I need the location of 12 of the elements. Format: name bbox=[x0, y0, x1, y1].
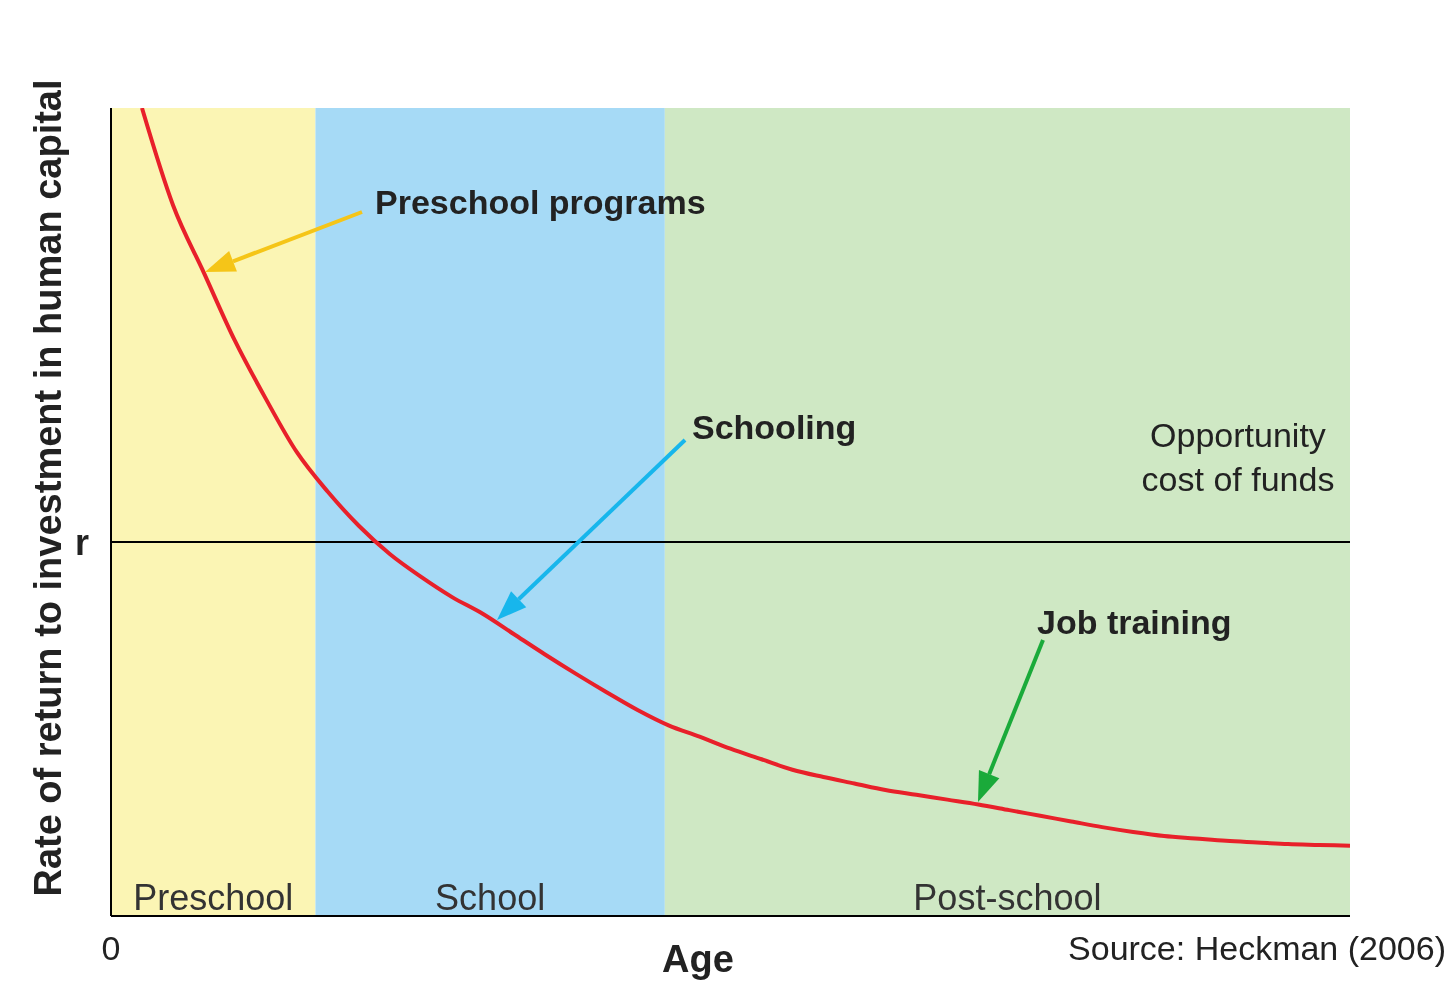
annotation: Job training bbox=[1037, 602, 1233, 643]
annotation: Schooling bbox=[692, 407, 858, 448]
annotation: Post-school bbox=[913, 877, 1102, 918]
annotation: School bbox=[435, 877, 546, 918]
y-axis-title: Rate of return to investment in human capital bbox=[26, 79, 70, 897]
annotation: Preschool programs bbox=[375, 182, 707, 223]
annotation: Preschool bbox=[133, 877, 294, 918]
text: 0 bbox=[100, 928, 122, 969]
x-axis-title: Age bbox=[662, 938, 734, 980]
annotation: Opportunity cost of funds bbox=[1140, 415, 1336, 501]
ref-line-label: r bbox=[74, 521, 89, 563]
source-note: Source: Heckman (2006) bbox=[1067, 928, 1446, 969]
